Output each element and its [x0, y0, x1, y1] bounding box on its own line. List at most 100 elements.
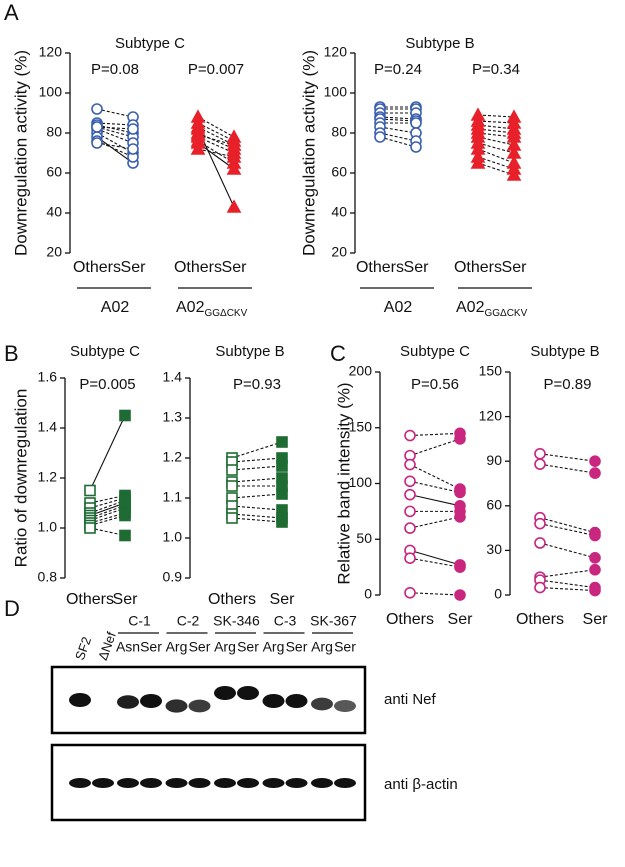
point	[589, 455, 601, 468]
group-label: C-3	[274, 613, 297, 629]
group-label-subscript: GGΔCKV	[204, 308, 247, 319]
y-tick-label: 1.6	[38, 369, 58, 385]
point	[470, 155, 486, 169]
pair-line	[539, 453, 596, 462]
y-tick-label: 1.2	[38, 469, 58, 485]
point	[190, 141, 206, 155]
y-tick-label: 60	[486, 497, 502, 513]
lane-label: Ser	[189, 639, 211, 655]
point	[226, 149, 242, 163]
y-tick-label: 150	[349, 418, 373, 434]
pair-line	[477, 148, 515, 164]
pair-line	[379, 116, 417, 120]
pair-line	[409, 557, 461, 568]
panel-label: C	[330, 341, 346, 366]
lane-label: Asn	[116, 639, 140, 655]
band	[140, 778, 162, 788]
group-label: C-1	[128, 613, 151, 629]
band	[214, 686, 236, 700]
y-tick-label: 0.8	[38, 569, 58, 585]
point	[404, 488, 416, 501]
point	[374, 131, 386, 143]
pair-line	[409, 592, 461, 596]
y-tick-label: 0.9	[163, 569, 183, 585]
y-tick-label: 60	[331, 164, 347, 180]
chart-title: Subtype B	[530, 343, 599, 360]
chart-title: Subtype B	[215, 343, 284, 360]
point	[410, 141, 422, 153]
y-tick-label: 60	[46, 164, 62, 180]
group-label: A02	[101, 299, 130, 316]
pair-line	[96, 124, 134, 134]
row-label: anti Nef	[384, 691, 437, 708]
group-label: A02GGΔCKV	[456, 299, 528, 318]
point	[404, 475, 416, 488]
band	[69, 693, 91, 707]
point	[127, 143, 139, 155]
band	[262, 694, 285, 708]
pair-line	[409, 549, 461, 566]
point	[589, 563, 601, 576]
band	[92, 778, 114, 788]
point	[534, 581, 546, 594]
chart-title: Subtype C	[400, 343, 470, 360]
x-tick-label: Others	[208, 591, 256, 608]
pair-line	[96, 142, 134, 150]
point	[454, 486, 466, 499]
point	[404, 458, 416, 471]
pair-line	[231, 465, 283, 471]
point	[589, 529, 601, 542]
point	[276, 460, 288, 472]
pair-line	[409, 516, 461, 529]
lane-label: Arg	[214, 639, 236, 655]
pair-line	[96, 108, 134, 118]
point	[589, 467, 601, 479]
pair-line	[197, 148, 235, 158]
x-tick-label: Others	[454, 259, 502, 276]
group-label: SK-346	[213, 613, 260, 629]
band	[165, 778, 188, 788]
point	[276, 436, 288, 448]
y-tick-label: 0	[364, 586, 372, 602]
point	[410, 117, 422, 129]
point	[119, 509, 131, 522]
pair-line	[379, 126, 417, 134]
pair-line	[89, 497, 126, 509]
point	[226, 512, 238, 524]
point	[119, 529, 131, 542]
lane-label: Arg	[166, 639, 188, 655]
panel-label: B	[4, 341, 19, 366]
pair-line	[409, 464, 461, 490]
group-label: A02GGΔCKV	[176, 299, 248, 318]
y-tick-label: 1.4	[38, 419, 58, 435]
x-tick-label: Others	[386, 611, 434, 628]
y-tick-label: 30	[486, 541, 502, 557]
chart-title: Subtype C	[70, 343, 140, 360]
pair-line	[96, 126, 134, 138]
band	[237, 778, 259, 788]
pair-line	[409, 438, 461, 457]
band	[69, 778, 91, 788]
point	[190, 127, 206, 141]
blot-frame	[50, 665, 367, 735]
pair-line	[539, 542, 596, 559]
y-axis-label: Relative band intensity (%)	[334, 382, 353, 584]
x-tick-label: Others	[356, 259, 404, 276]
group-label: C-2	[177, 613, 200, 629]
lane-label: Ser	[237, 639, 259, 655]
lane-label: Arg	[311, 639, 333, 655]
point	[404, 522, 416, 534]
y-tick-label: 120	[324, 44, 348, 60]
y-tick-label: 100	[349, 474, 373, 490]
p-value: P=0.007	[188, 61, 244, 78]
pair-line	[379, 132, 417, 142]
point	[454, 511, 466, 523]
pair-line	[409, 432, 461, 437]
band	[165, 699, 188, 713]
pair-line	[539, 523, 596, 537]
pair-line	[96, 136, 134, 164]
p-value: P=0.56	[411, 376, 459, 393]
point	[276, 488, 288, 500]
pair-line	[539, 587, 596, 592]
group-label: A02	[384, 299, 413, 316]
